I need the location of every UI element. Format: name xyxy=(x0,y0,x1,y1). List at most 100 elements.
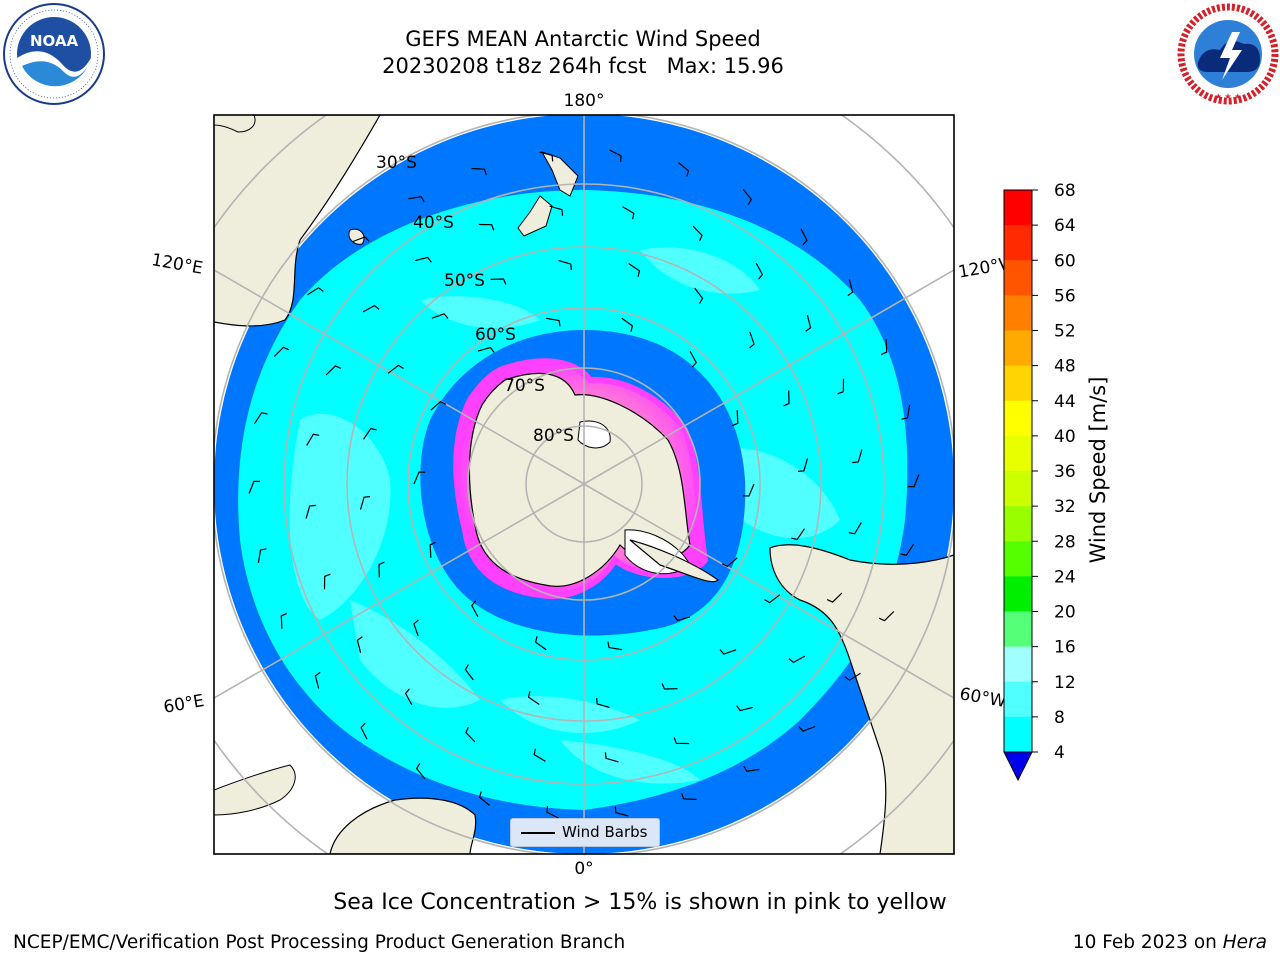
lon-label-120e: 120°E xyxy=(150,250,204,279)
map-border xyxy=(213,114,955,855)
wind-barb xyxy=(749,331,755,349)
lon-label-0: 0° xyxy=(574,859,593,879)
footer-host: Hera xyxy=(1222,932,1267,953)
wind-barb xyxy=(477,346,495,353)
wind-barb xyxy=(743,765,760,772)
wind-barb xyxy=(783,390,790,407)
wind-barb xyxy=(415,256,432,263)
wind-barb xyxy=(307,287,324,296)
wind-barb xyxy=(546,806,559,819)
colorbar-segment xyxy=(1004,330,1032,367)
wind-barb xyxy=(755,262,764,280)
noaa-logo-text: NOAA xyxy=(30,32,79,50)
wind-band-12-16 xyxy=(289,247,840,784)
wind-barb xyxy=(314,671,321,689)
wind-barb xyxy=(604,752,619,763)
wind-barb xyxy=(325,365,342,376)
legend-line-icon xyxy=(521,832,555,834)
colorbar-segment xyxy=(1004,365,1032,402)
wind-barb xyxy=(721,557,738,568)
colorbar-segment xyxy=(1004,646,1032,683)
colorbar-tick-label: 32 xyxy=(1054,497,1076,517)
colorbar-tick-label: 48 xyxy=(1054,357,1076,377)
wind-barb xyxy=(742,188,753,205)
wind-barb xyxy=(362,304,380,313)
sea-ice-note: Sea Ice Concentration > 15% is shown in … xyxy=(333,890,947,915)
colorbar-tick-label: 56 xyxy=(1054,286,1076,306)
colorbar-segment xyxy=(1004,716,1032,753)
wind-barb xyxy=(280,612,288,629)
wind-barb xyxy=(661,683,678,690)
wind-barb xyxy=(430,400,447,411)
wind-barb xyxy=(681,792,697,801)
colorbar-tick-label: 60 xyxy=(1054,251,1076,271)
wind-barb xyxy=(471,167,487,176)
wind-barb xyxy=(848,522,862,535)
wind-barb xyxy=(257,548,267,563)
wind-barb xyxy=(378,561,385,578)
colorbar-label: Wind Speed [m/s] xyxy=(1086,376,1110,564)
colorbar-segment xyxy=(1004,400,1032,437)
wind-barb xyxy=(764,594,781,604)
wind-barb xyxy=(464,664,474,681)
colorbar-under-arrow xyxy=(1003,751,1033,782)
footer-date-text: 10 Feb 2023 on xyxy=(1072,932,1223,953)
wind-barb xyxy=(852,449,863,464)
lon-label-60e: 60°E xyxy=(162,691,206,718)
footer-date: 10 Feb 2023 on Hera xyxy=(1073,932,1267,953)
colorbar-segment xyxy=(1004,611,1032,648)
wind-barb xyxy=(678,162,690,177)
wind-barb xyxy=(798,725,816,732)
wind-barb xyxy=(621,317,634,332)
colorbar-segment xyxy=(1004,681,1032,718)
wind-barb xyxy=(404,688,413,706)
wind-barb xyxy=(413,619,419,637)
wind-barb xyxy=(805,315,812,332)
lat-label-50s: 50°S xyxy=(444,271,485,291)
wind-barb xyxy=(689,350,697,368)
wind-barb xyxy=(478,791,490,806)
lon-label-60w: 60°W xyxy=(958,684,1008,712)
wind-barb xyxy=(323,573,331,590)
colorbar-segment xyxy=(1004,506,1032,542)
wind-barb xyxy=(694,287,704,304)
wind-barb xyxy=(558,259,572,271)
colorbar-segment xyxy=(1004,190,1032,226)
wind-barb xyxy=(622,206,635,220)
wind-barb xyxy=(539,151,554,162)
wind-barb xyxy=(901,405,911,420)
wind-barb xyxy=(826,592,843,603)
wind-barbs xyxy=(248,149,920,819)
colorbar-tick-label: 36 xyxy=(1054,462,1076,482)
colorbar-tick-label: 52 xyxy=(1054,322,1076,342)
wind-barb xyxy=(352,236,370,243)
wind-barb xyxy=(478,223,495,231)
wind-barb xyxy=(431,313,449,319)
wind-barb xyxy=(878,611,895,622)
wind-barb xyxy=(736,705,753,712)
wind-barb xyxy=(305,504,316,519)
colorbar: 68 64 60 56 52 48 44 40 36 32 28 24 20 16 12 8 4 xyxy=(1003,181,1076,782)
colorbar-segment xyxy=(1004,471,1032,507)
wind-barb xyxy=(607,641,622,651)
wind-barb xyxy=(253,412,268,425)
wind-barb xyxy=(549,205,564,216)
wind-barb xyxy=(356,636,363,653)
wind-barb xyxy=(844,672,861,681)
wind-barb xyxy=(273,346,290,357)
lon-label-180: 180° xyxy=(564,91,605,111)
wind-barb xyxy=(596,697,610,709)
noaa-logo: NOAA xyxy=(3,3,105,105)
colorbar-tick-label: 8 xyxy=(1054,708,1065,728)
colorbar-tick-label: 16 xyxy=(1054,638,1076,658)
lat-label-30s: 30°S xyxy=(376,153,417,173)
wind-barb xyxy=(800,228,808,246)
wind-barb xyxy=(363,427,377,440)
wind-barb xyxy=(614,806,629,817)
wind-barb xyxy=(465,726,476,743)
lat-label-70s: 70°S xyxy=(504,376,545,396)
colorbar-segment xyxy=(1004,576,1032,612)
map-legend: Wind Barbs xyxy=(510,818,660,847)
colorbar-tick-label: 64 xyxy=(1054,216,1076,236)
